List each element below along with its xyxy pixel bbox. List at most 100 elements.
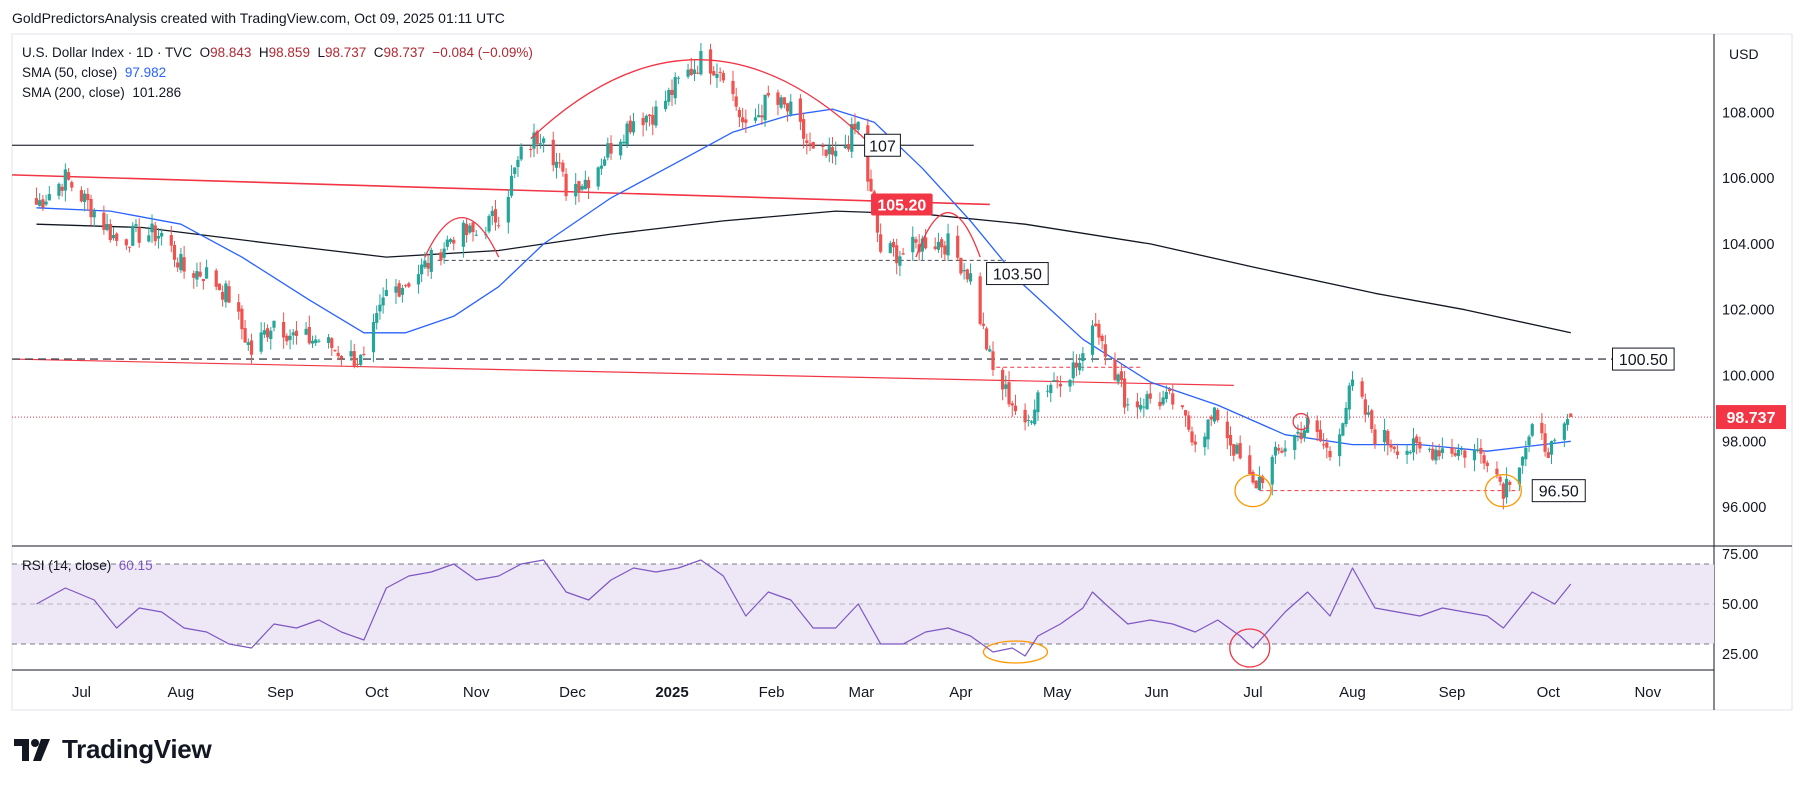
candle-body [696, 72, 700, 74]
candle-body [124, 239, 128, 246]
level-tag-107-box [864, 133, 901, 157]
candle-body [843, 145, 847, 149]
sma50-legend: SMA (50, close) 97.982 [22, 65, 166, 80]
candle-body [461, 222, 465, 247]
rsi-axis-tick: 75.00 [1722, 547, 1758, 563]
chart-header: GoldPredictorsAnalysis created with Trad… [12, 10, 505, 26]
rsi-legend: RSI (14, close) 60.15 [22, 558, 153, 573]
time-axis-tick: Mar [848, 684, 874, 701]
axis-layer: 96.000 98.000 100.000 102.000 104.000 106.000… [72, 46, 1775, 701]
candle-body [1283, 448, 1287, 452]
candle-body [1180, 405, 1184, 408]
candle-body [760, 115, 764, 118]
candle-body [282, 321, 286, 338]
candle-body [1389, 444, 1393, 448]
candle-body [879, 234, 883, 252]
candle-body [1023, 409, 1027, 423]
candle-body [317, 340, 321, 342]
candle-body [240, 308, 244, 330]
candle-body [1293, 434, 1297, 450]
candle-body [789, 101, 793, 115]
candle-body [824, 149, 828, 156]
candle-body [1135, 401, 1140, 408]
sma200-legend-label: SMA (200, close) [22, 85, 125, 100]
candle-body [895, 245, 899, 264]
candle-body [153, 225, 157, 242]
candle-body [269, 330, 273, 340]
candle-body [956, 235, 960, 258]
time-axis-tick: Jun [1145, 684, 1169, 701]
candle-body [834, 150, 838, 157]
legend-open: 98.843 [210, 45, 252, 60]
candle-body [734, 96, 738, 107]
tradingview-logo[interactable]: TradingView [14, 734, 212, 765]
candle-body [384, 290, 388, 297]
candle-body [265, 328, 270, 338]
candle-body [400, 287, 404, 295]
circle-low-july [1234, 474, 1272, 508]
candle-body [689, 68, 693, 75]
sma50-legend-value: 97.982 [124, 65, 167, 80]
candle-body [1530, 424, 1534, 436]
rsi-line [36, 559, 1572, 657]
candle-body [403, 285, 408, 287]
candle-body [307, 326, 311, 344]
candle-body [1004, 384, 1008, 389]
candle-body [288, 335, 292, 340]
level-tag-107: 107 [869, 138, 896, 155]
candle-body [1049, 384, 1053, 394]
candle-body [1261, 476, 1265, 484]
candle-body [176, 262, 180, 268]
candle-body [673, 77, 677, 99]
candle-body [1322, 444, 1326, 446]
candle-body [731, 80, 735, 95]
candle-body [1463, 450, 1467, 458]
sma50-line [36, 108, 1571, 452]
legend-low-label: L [317, 45, 325, 60]
candle-body [1338, 434, 1342, 457]
candle-body [47, 194, 51, 201]
arc-right-shoulder [915, 212, 981, 258]
candle-body [294, 330, 299, 336]
candle-body [397, 283, 401, 297]
candle-body [631, 121, 636, 133]
candle-body [609, 142, 613, 154]
circle-low-september [1484, 474, 1523, 508]
candle-body [692, 69, 697, 75]
candle-body [1315, 420, 1319, 432]
candle-body [1360, 381, 1364, 397]
rsi-oversold-july-circle [1229, 628, 1271, 668]
candle-body [1495, 468, 1499, 475]
rsi-layer [36, 559, 1572, 657]
candle-body [464, 223, 469, 236]
candle-body [599, 165, 603, 169]
candle-body [513, 167, 517, 175]
legend-high: 98.859 [268, 45, 310, 60]
time-axis-tick: Jul [1243, 684, 1262, 701]
candle-body [304, 328, 308, 335]
candle-body [1001, 369, 1005, 390]
candle-body [490, 210, 494, 216]
candle-body [846, 144, 851, 150]
candle-body [310, 340, 315, 344]
level-tag-100-50: 100.50 [1619, 352, 1668, 369]
chart-frame [11, 33, 1793, 711]
candle-body [1097, 323, 1101, 338]
price-axis-tick: 102.000 [1722, 303, 1774, 319]
candle-body [378, 304, 382, 312]
candle-body [1055, 380, 1059, 382]
candle-body [150, 223, 154, 233]
candle-body [554, 161, 559, 168]
candle-body [561, 162, 565, 172]
candle-body [1238, 443, 1242, 459]
candle-body [314, 339, 318, 344]
candle-body [1251, 471, 1255, 483]
candle-body [1299, 432, 1303, 440]
candle-body [1033, 409, 1037, 425]
candle-body [1010, 403, 1014, 406]
candle-body [426, 262, 430, 269]
candle-body [667, 89, 671, 102]
candle-body [429, 249, 433, 272]
candle-body [535, 131, 539, 144]
